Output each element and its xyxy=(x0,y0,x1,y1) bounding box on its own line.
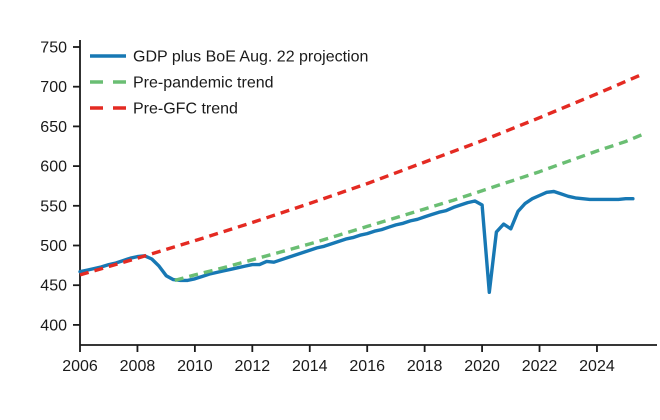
x-tick-label: 2024 xyxy=(579,358,615,375)
series-layer xyxy=(78,72,644,294)
x-tick-label: 2022 xyxy=(522,358,558,375)
x-tick-label: 2008 xyxy=(120,358,156,375)
pre-pandemic-line xyxy=(174,132,644,283)
x-tick-label: 2006 xyxy=(62,358,98,375)
axes-layer: 400 450 500 550 600 650 700 750 2006 2008 2010 2012… xyxy=(40,40,657,375)
y-tick-label: 750 xyxy=(40,40,67,57)
y-tick-label: 550 xyxy=(40,198,67,215)
y-tick-label: 500 xyxy=(40,238,67,255)
x-tick-label: 2018 xyxy=(407,358,443,375)
legend-label: Pre-pandemic trend xyxy=(133,75,274,92)
x-tick-label: 2012 xyxy=(235,358,271,375)
pre-gfc-line xyxy=(79,72,644,277)
y-tick-label: 600 xyxy=(40,159,67,176)
legend-label: GDP plus BoE Aug. 22 projection xyxy=(133,49,368,66)
y-tick-label: 650 xyxy=(40,119,67,136)
legend-item-pre-pandemic: Pre-pandemic trend xyxy=(90,75,274,92)
gdp-line xyxy=(78,189,635,294)
x-tick-label: 2014 xyxy=(292,358,328,375)
y-tick-label: 450 xyxy=(40,278,67,295)
y-tick-label: 700 xyxy=(40,79,67,96)
legend: GDP plus BoE Aug. 22 projection Pre-pande… xyxy=(90,49,368,118)
legend-item-pre-gfc: Pre-GFC trend xyxy=(90,101,238,118)
legend-label: Pre-GFC trend xyxy=(133,101,238,118)
x-tick-label: 2020 xyxy=(464,358,500,375)
y-tick-label: 400 xyxy=(40,317,67,334)
x-tick-label: 2010 xyxy=(177,358,213,375)
legend-item-gdp: GDP plus BoE Aug. 22 projection xyxy=(90,49,368,66)
x-tick-label: 2016 xyxy=(349,358,385,375)
